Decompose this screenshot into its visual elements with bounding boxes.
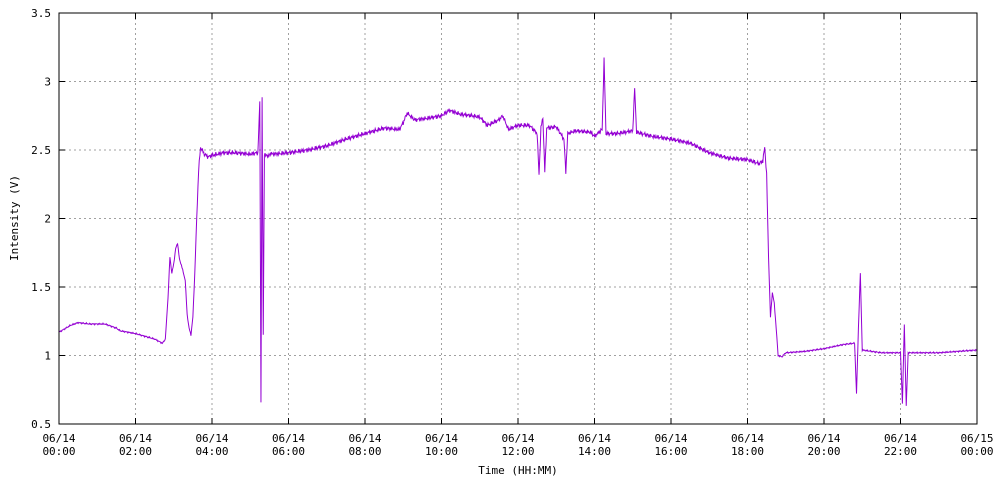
y-axis-label: Intensity (V)	[8, 175, 21, 261]
x-tick-date: 06/14	[807, 432, 840, 445]
y-tick-label: 2	[44, 213, 51, 226]
x-tick-date: 06/14	[348, 432, 381, 445]
x-tick-date: 06/14	[501, 432, 534, 445]
x-tick-date: 06/14	[654, 432, 687, 445]
x-tick-date: 06/14	[425, 432, 458, 445]
x-tick-time: 04:00	[195, 445, 228, 458]
x-tick-time: 20:00	[807, 445, 840, 458]
x-axis-label: Time (HH:MM)	[478, 464, 557, 477]
x-tick-date: 06/14	[884, 432, 917, 445]
x-tick-date: 06/14	[578, 432, 611, 445]
intensity-series-line	[58, 57, 978, 406]
y-tick-label: 3.5	[31, 7, 51, 20]
y-tick-label: 3	[44, 76, 51, 89]
x-tick-time: 00:00	[42, 445, 75, 458]
x-tick-time: 06:00	[272, 445, 305, 458]
x-tick-time: 10:00	[425, 445, 458, 458]
y-tick-label: 1	[44, 350, 51, 363]
grid-lines	[59, 13, 977, 424]
y-axis-ticks: 0.5 1 1.5 2 2.5 3 3.5	[31, 7, 977, 431]
x-tick-date: 06/14	[195, 432, 228, 445]
x-tick-time: 02:00	[119, 445, 152, 458]
series-layer	[58, 57, 978, 406]
x-tick-time: 16:00	[654, 445, 687, 458]
y-tick-label: 1.5	[31, 281, 51, 294]
x-tick-date: 06/14	[42, 432, 75, 445]
x-tick-time: 18:00	[731, 445, 764, 458]
x-tick-date: 06/14	[731, 432, 764, 445]
x-tick-date: 06/15	[960, 432, 993, 445]
y-tick-label: 2.5	[31, 144, 51, 157]
x-tick-time: 22:00	[884, 445, 917, 458]
x-axis-ticks: 06/1400:0006/1402:0006/1404:0006/1406:00…	[42, 13, 994, 458]
x-tick-time: 12:00	[501, 445, 534, 458]
x-tick-time: 08:00	[348, 445, 381, 458]
x-tick-date: 06/14	[119, 432, 152, 445]
x-tick-date: 06/14	[272, 432, 305, 445]
x-tick-time: 00:00	[960, 445, 993, 458]
x-tick-time: 14:00	[578, 445, 611, 458]
y-tick-label: 0.5	[31, 418, 51, 431]
